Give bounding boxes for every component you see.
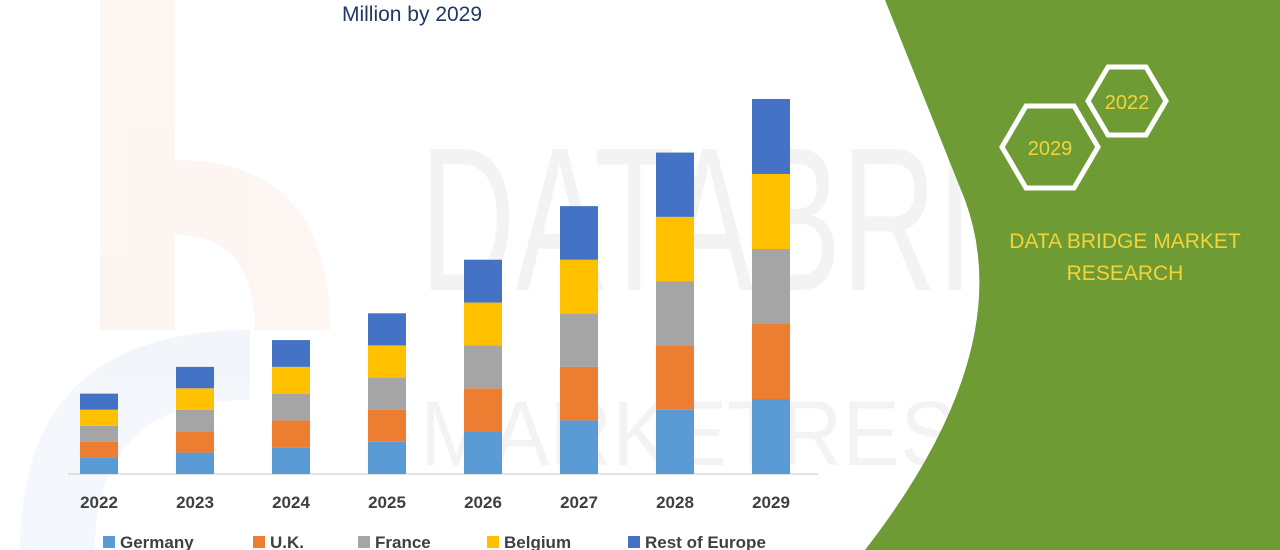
bar-segment-2029-germany [752,399,790,474]
bar-segment-2027-belgium [560,259,598,314]
bar-segment-2022-belgium [80,409,118,426]
bar-segment-2022-germany [80,457,118,474]
x-tick-label: 2027 [560,493,598,512]
hexagon-left-icon [999,103,1101,191]
bar-segment-2022-france [80,425,118,442]
bar-segment-2028-belgium [656,216,694,282]
watermark-logo-bowl [175,160,330,330]
bar-segment-2029-france [752,249,790,324]
bar-segment-2024-belgium [272,366,310,394]
bar-segment-2027-france [560,313,598,367]
watermark-logo-arc [20,330,250,550]
bar-segment-2028-france [656,281,694,346]
brand-name-line2: RESEARCH [1067,262,1184,285]
bar-segment-2028-u-k- [656,345,694,410]
legend-label: Germany [120,533,194,550]
x-tick-label: 2029 [752,493,790,512]
bar-segment-2023-rest-of-europe [176,366,214,389]
bar-segment-2024-rest-of-europe [272,340,310,367]
legend-label: Rest of Europe [645,533,766,550]
legend-swatch-belgium [487,536,499,548]
bar-segment-2023-u-k- [176,431,214,453]
bar-segment-2024-france [272,393,310,421]
legend-label: France [375,533,431,550]
x-tick-label: 2023 [176,493,214,512]
bar-segment-2029-u-k- [752,324,790,399]
bar-segment-2026-rest-of-europe [464,259,502,303]
bar-segment-2027-germany [560,420,598,474]
bar-segment-2025-france [368,377,406,410]
bar-segment-2026-france [464,345,502,389]
bar-segment-2023-france [176,409,214,432]
hexagon-right-icon [1085,64,1169,138]
bars-layer [80,99,790,474]
bar-segment-2027-rest-of-europe [560,206,598,260]
legend-swatch-france [358,536,370,548]
brand-panel [865,0,1280,550]
legend-swatch-germany [103,536,115,548]
x-tick-label: 2025 [368,493,406,512]
x-tick-label: 2026 [464,493,502,512]
hexagon-left-label: 2029 [1028,138,1073,160]
bar-segment-2023-belgium [176,388,214,410]
bar-segment-2025-germany [368,441,406,474]
bar-segment-2026-belgium [464,302,502,346]
watermark-logo-stem [100,0,175,330]
bar-segment-2029-belgium [752,174,790,249]
bar-segment-2028-germany [656,409,694,474]
bar-segment-2027-u-k- [560,366,598,421]
legend-label: Belgium [504,533,571,550]
brand-name-line1: DATA BRIDGE MARKET [1009,230,1241,253]
legend: Germany U.K. France Belgium Rest of Europe [103,533,766,550]
bar-segment-2025-u-k- [368,409,406,442]
bar-segment-2025-rest-of-europe [368,313,406,346]
bar-segment-2022-rest-of-europe [80,393,118,410]
bar-segment-2022-u-k- [80,441,118,458]
bar-segment-2026-germany [464,431,502,474]
bar-segment-2028-rest-of-europe [656,152,694,217]
legend-swatch-rest-of-europe [628,536,640,548]
hexagon-right-label: 2022 [1105,92,1150,114]
legend-label: U.K. [270,533,304,550]
bar-segment-2024-germany [272,447,310,474]
x-tick-label: 2024 [272,493,310,512]
x-tick-labels: 2022 2023 2024 2025 2026 2027 2028 2029 [80,493,790,512]
bar-segment-2029-rest-of-europe [752,99,790,174]
bar-segment-2026-u-k- [464,388,502,432]
bar-segment-2023-germany [176,452,214,474]
legend-swatch-u-k- [253,536,265,548]
chart-title: Million by 2029 [342,3,482,26]
x-tick-label: 2022 [80,493,118,512]
bar-segment-2025-belgium [368,345,406,378]
bar-segment-2024-u-k- [272,420,310,448]
x-tick-label: 2028 [656,493,694,512]
